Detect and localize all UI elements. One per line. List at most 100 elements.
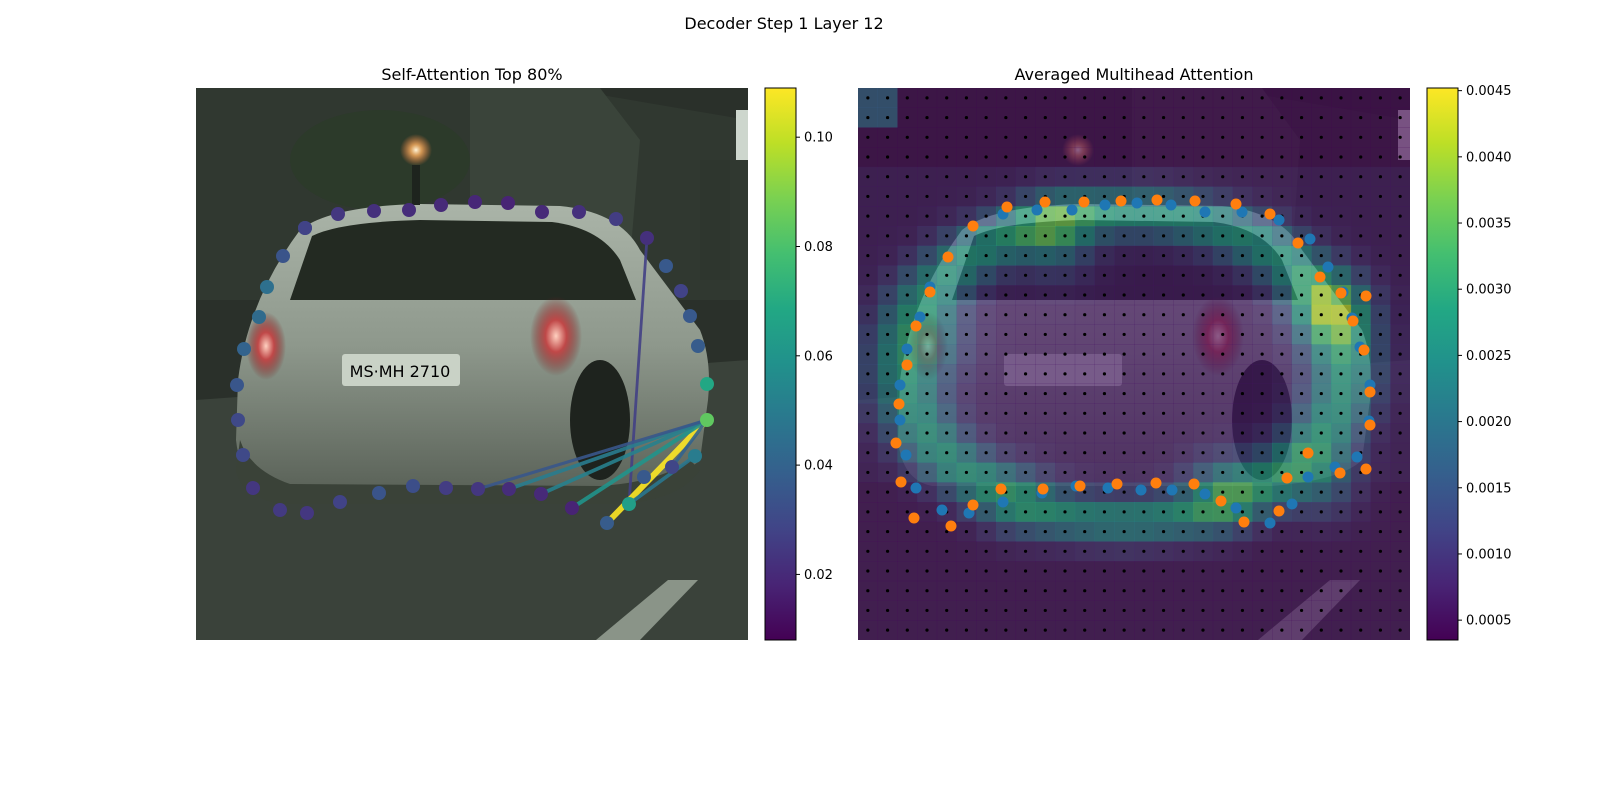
grid-dot: [1083, 175, 1087, 179]
grid-dot: [1023, 529, 1028, 534]
predicted-point: [1236, 206, 1248, 218]
grid-dot: [1004, 313, 1008, 317]
grid-dot: [1378, 372, 1383, 376]
grid-dot: [1221, 135, 1225, 139]
grid-dot: [1221, 234, 1225, 238]
attention-point: [572, 205, 586, 219]
grid-dot: [1023, 293, 1028, 297]
attention-point: [298, 221, 312, 235]
grid-dot: [925, 549, 929, 553]
grid-dot: [1378, 608, 1383, 613]
grid-dot: [1240, 569, 1245, 573]
grid-dot: [885, 135, 890, 139]
grid-dot: [1181, 628, 1185, 632]
grid-dot: [1043, 628, 1047, 632]
grid-dot: [1083, 490, 1087, 494]
grid-dot: [964, 313, 969, 317]
grid-dot: [964, 451, 969, 455]
grid-dot: [1004, 96, 1008, 100]
grid-dot: [905, 194, 909, 199]
grid-dot: [1181, 529, 1185, 534]
grid-dot: [1359, 411, 1363, 415]
grid-dot: [1083, 470, 1087, 475]
grid-dot: [1122, 155, 1126, 159]
grid-dot: [1063, 352, 1067, 356]
grid-dot: [1378, 451, 1383, 455]
grid-dot: [1240, 96, 1245, 100]
grid-dot: [1280, 253, 1284, 258]
grid-dot: [1063, 234, 1067, 238]
grid-dot: [945, 490, 949, 494]
grid-dot: [1004, 115, 1008, 120]
grid-dot: [1240, 529, 1245, 534]
colorbar-tick-label: 0.0030: [1466, 283, 1512, 298]
grid-dot: [1201, 352, 1205, 356]
grid-dot: [1280, 352, 1284, 356]
grid-dot: [1181, 411, 1185, 415]
grid-dot: [1359, 194, 1363, 199]
grid-dot: [1023, 115, 1028, 120]
grid-dot: [945, 214, 949, 218]
grid-dot: [945, 549, 949, 553]
attention-point: [502, 482, 516, 496]
grid-dot: [1102, 431, 1107, 435]
attention-point: [367, 204, 381, 218]
grid-dot: [1181, 253, 1185, 258]
grid-dot: [964, 115, 969, 120]
grid-dot: [945, 628, 949, 632]
grid-dot: [1102, 470, 1107, 475]
predicted-point: [1302, 471, 1314, 483]
grid-dot: [1023, 628, 1028, 632]
grid-dot: [925, 253, 929, 258]
grid-dot: [1181, 155, 1185, 159]
grid-dot: [1260, 115, 1264, 120]
grid-dot: [984, 470, 988, 475]
grid-dot: [1142, 352, 1146, 356]
grid-dot: [1339, 313, 1343, 317]
car-photo-left: MS·MH 2710: [196, 88, 748, 640]
grid-dot: [1083, 273, 1087, 277]
attention-point: [565, 501, 579, 515]
grid-dot: [1004, 372, 1008, 376]
grid-dot: [984, 589, 988, 593]
grid-dot: [984, 608, 988, 613]
reference-point: [1111, 478, 1123, 490]
grid-dot: [1201, 332, 1205, 337]
grid-dot: [866, 352, 870, 356]
grid-dot: [1398, 490, 1402, 494]
grid-dot: [1260, 549, 1264, 553]
grid-dot: [866, 608, 870, 613]
grid-dot: [1221, 628, 1225, 632]
grid-dot: [1240, 628, 1245, 632]
grid-dot: [885, 313, 890, 317]
grid-dot: [1102, 529, 1107, 534]
grid-dot: [1083, 510, 1087, 514]
grid-dot: [1221, 155, 1225, 159]
grid-dot: [925, 313, 929, 317]
grid-dot: [1378, 470, 1383, 475]
grid-dot: [1004, 155, 1008, 159]
grid-dot: [1102, 194, 1107, 199]
grid-dots: [866, 96, 1402, 632]
grid-dot: [1023, 470, 1028, 475]
attention-point: [260, 280, 274, 294]
grid-dot: [945, 234, 949, 238]
grid-dot: [1181, 510, 1185, 514]
grid-dot: [1004, 628, 1008, 632]
grid-dot: [1221, 332, 1225, 337]
grid-dot: [1023, 391, 1028, 396]
attention-point: [665, 460, 679, 474]
grid-dot: [1142, 313, 1146, 317]
grid-dot: [1102, 175, 1107, 179]
grid-dot: [905, 411, 909, 415]
attention-point: [640, 231, 654, 245]
grid-dot: [945, 608, 949, 613]
grid-dot: [1339, 589, 1343, 593]
grid-dot: [1023, 273, 1028, 277]
grid-dot: [866, 589, 870, 593]
reference-point: [995, 483, 1007, 495]
attention-point: [273, 503, 287, 517]
attention-point: [622, 497, 636, 511]
grid-dot: [1221, 391, 1225, 396]
grid-dot: [1280, 313, 1284, 317]
